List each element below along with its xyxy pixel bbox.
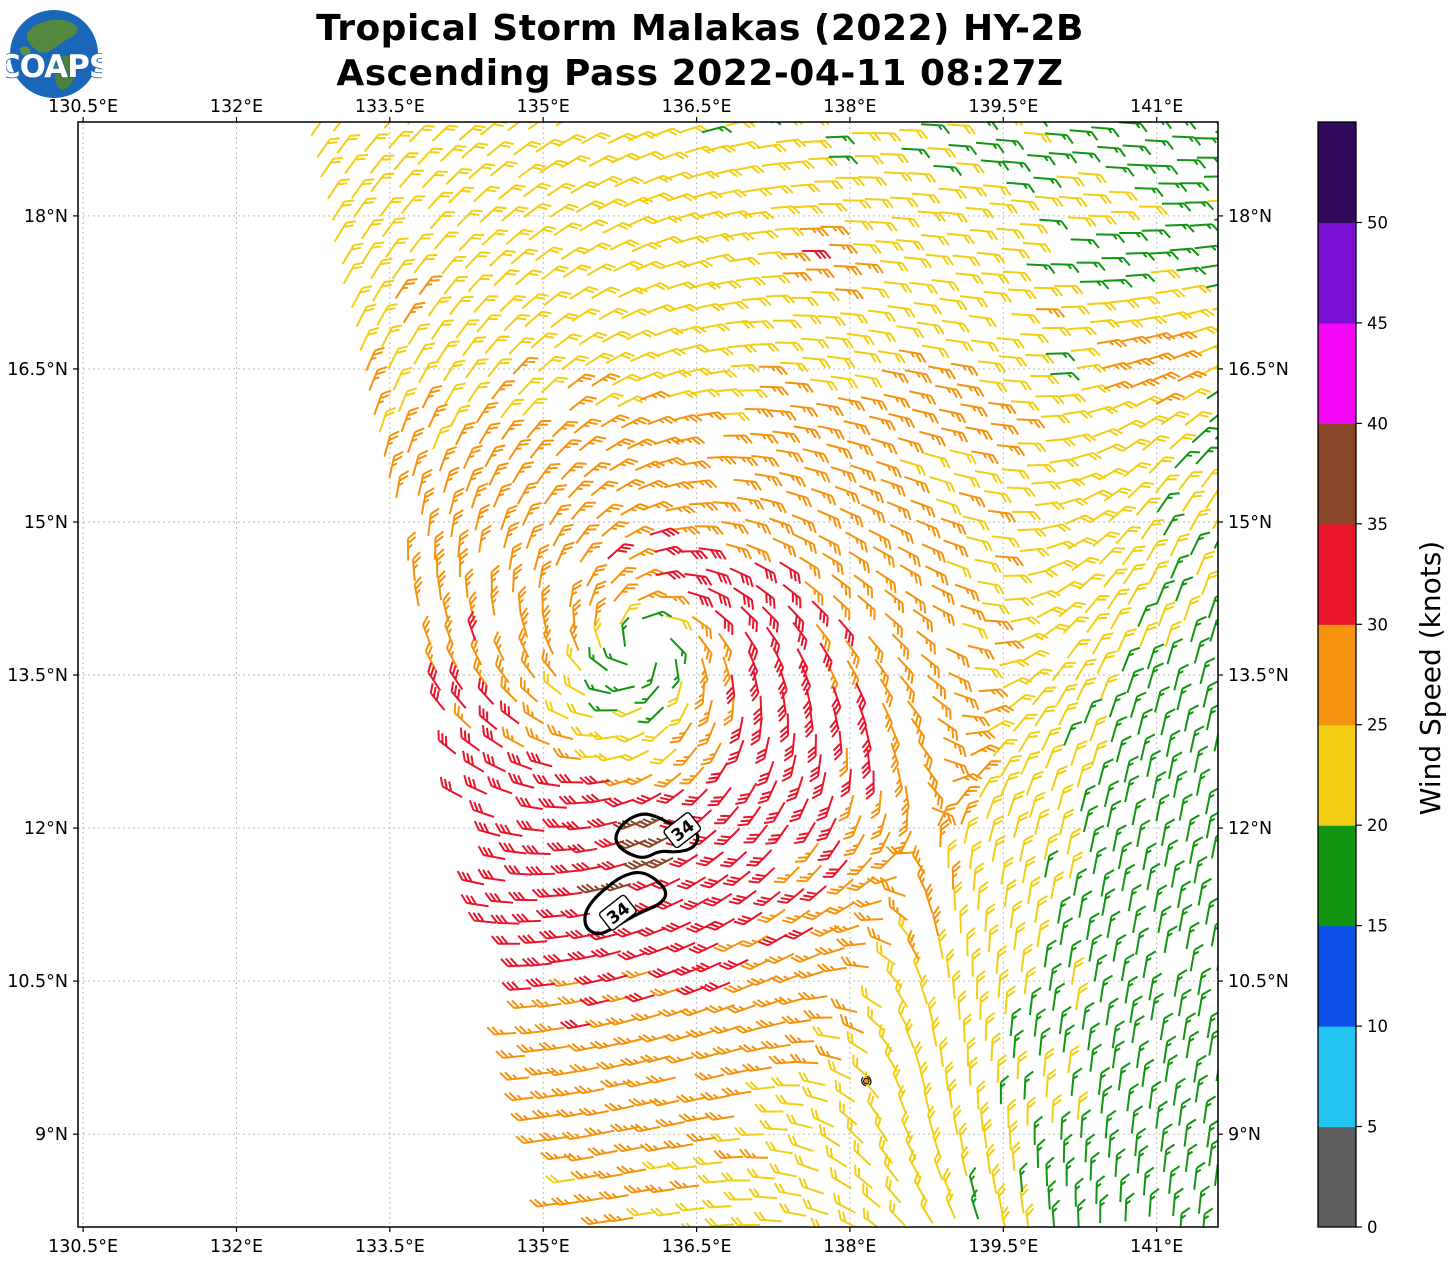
lat-tick-label-left: 9°N bbox=[35, 1125, 68, 1145]
lon-tick-label-top: 141°E bbox=[1130, 97, 1183, 117]
logo-land-west bbox=[20, 46, 31, 57]
lon-tick-label-bottom: 141°E bbox=[1130, 1237, 1183, 1257]
logo-text: COAPS bbox=[6, 49, 102, 85]
colorbar-tick-label: 40 bbox=[1367, 414, 1388, 433]
lon-tick-label-top: 136.5°E bbox=[662, 97, 732, 117]
axis-tick-labels: 130.5°E 130.5°E 132°E 132°E 133.5°E 133.5°E 13… bbox=[7, 97, 1289, 1257]
lon-tick-label-bottom: 139.5°E bbox=[968, 1237, 1038, 1257]
storm-symbol-arm bbox=[866, 1075, 872, 1086]
contour-34kt bbox=[583, 870, 668, 936]
contour-label: 34 bbox=[663, 812, 702, 849]
colorbar-segment bbox=[1318, 122, 1356, 223]
colorbar-tick-label: 20 bbox=[1367, 816, 1388, 835]
colorbar-tick-label: 50 bbox=[1367, 214, 1388, 233]
colorbar: 0 5 10 15 20 25 30 35 40 45 50 bbox=[1317, 121, 1388, 1237]
colorbar-tick-label: 5 bbox=[1367, 1118, 1378, 1137]
plot-border bbox=[77, 121, 1219, 1228]
colorbar-label: Wind Speed (knots) bbox=[1414, 541, 1447, 815]
colorbar-segment bbox=[1318, 825, 1356, 927]
lat-tick-label-left: 10.5°N bbox=[7, 972, 68, 992]
lat-tick-label-right: 9°N bbox=[1228, 1125, 1261, 1145]
lat-tick-label-left: 12°N bbox=[24, 819, 68, 839]
storm-symbol-arm bbox=[861, 1076, 867, 1087]
logo-land-north bbox=[26, 19, 78, 53]
lon-tick-label-bottom: 135°E bbox=[517, 1237, 570, 1257]
lat-tick-label-left: 13.5°N bbox=[7, 666, 68, 686]
colorbar-tick-label: 0 bbox=[1367, 1218, 1378, 1237]
wind-barbs bbox=[310, 122, 1218, 1227]
colorbar-segment bbox=[1318, 423, 1356, 525]
lat-tick-label-right: 15°N bbox=[1228, 513, 1272, 533]
lat-tick-label-left: 16.5°N bbox=[7, 360, 68, 380]
lat-tick-label-left: 15°N bbox=[24, 513, 68, 533]
contour-34kt bbox=[614, 812, 700, 859]
colorbar-tick-label: 45 bbox=[1367, 314, 1388, 333]
wind-barbs bbox=[365, 225, 1207, 1226]
colorbar-segment bbox=[1318, 1026, 1356, 1128]
wind-barbs bbox=[583, 122, 1218, 1227]
plot-frame bbox=[73, 117, 1223, 1232]
lon-tick-label-bottom: 136.5°E bbox=[662, 1237, 732, 1257]
colorbar-segment bbox=[1318, 523, 1356, 625]
colorbar-segment bbox=[1318, 322, 1356, 424]
lon-tick-label-bottom: 132°E bbox=[210, 1237, 263, 1257]
chart-subtitle: Ascending Pass 2022-04-11 08:27Z bbox=[336, 53, 1064, 94]
storm-symbol-eye bbox=[862, 1077, 870, 1085]
storm-symbol bbox=[861, 1075, 872, 1087]
lon-tick-label-bottom: 138°E bbox=[823, 1237, 876, 1257]
wind-barb-field bbox=[310, 122, 1218, 1227]
lon-tick-label-top: 133.5°E bbox=[355, 97, 425, 117]
chart-title: Tropical Storm Malakas (2022) HY-2B bbox=[316, 8, 1084, 49]
lat-tick-label-left: 18°N bbox=[24, 207, 68, 227]
colorbar-tick-label: 15 bbox=[1367, 917, 1388, 936]
colorbar-tick-label: 30 bbox=[1367, 615, 1388, 634]
colorbar-outline bbox=[1317, 121, 1357, 1228]
colorbar-segment bbox=[1318, 724, 1356, 826]
lon-tick-label-top: 139.5°E bbox=[968, 97, 1038, 117]
contour-label-box bbox=[598, 894, 637, 931]
colorbar-segment bbox=[1318, 222, 1356, 324]
logo-land-south bbox=[54, 55, 78, 90]
lat-tick-label-right: 18°N bbox=[1228, 207, 1272, 227]
storm-symbol-layer bbox=[861, 1075, 872, 1087]
colorbar-segment bbox=[1318, 624, 1356, 726]
colorbar-segment bbox=[1318, 1126, 1356, 1228]
lon-tick-label-top: 132°E bbox=[210, 97, 263, 117]
contour-label-box bbox=[663, 812, 702, 849]
coaps-logo: COAPS bbox=[6, 10, 102, 98]
title-block: Tropical Storm Malakas (2022) HY-2B Asce… bbox=[0, 6, 1400, 96]
lat-tick-label-right: 13.5°N bbox=[1228, 666, 1289, 686]
lat-tick-label-right: 16.5°N bbox=[1228, 360, 1289, 380]
lon-tick-label-top: 130.5°E bbox=[48, 97, 118, 117]
lat-tick-label-right: 12°N bbox=[1228, 819, 1272, 839]
lon-tick-label-top: 138°E bbox=[823, 97, 876, 117]
lon-tick-label-top: 135°E bbox=[517, 97, 570, 117]
contour-label: 34 bbox=[598, 894, 637, 931]
colorbar-tick-label: 25 bbox=[1367, 716, 1388, 735]
lat-tick-label-right: 10.5°N bbox=[1228, 972, 1289, 992]
colorbar-tick-label: 10 bbox=[1367, 1017, 1388, 1036]
colorbar-tick-label: 35 bbox=[1367, 515, 1388, 534]
lon-tick-label-bottom: 130.5°E bbox=[48, 1237, 118, 1257]
contours-34kt: 34 34 bbox=[583, 812, 702, 936]
colorbar-segment bbox=[1318, 925, 1356, 1027]
lon-tick-label-bottom: 133.5°E bbox=[355, 1237, 425, 1257]
